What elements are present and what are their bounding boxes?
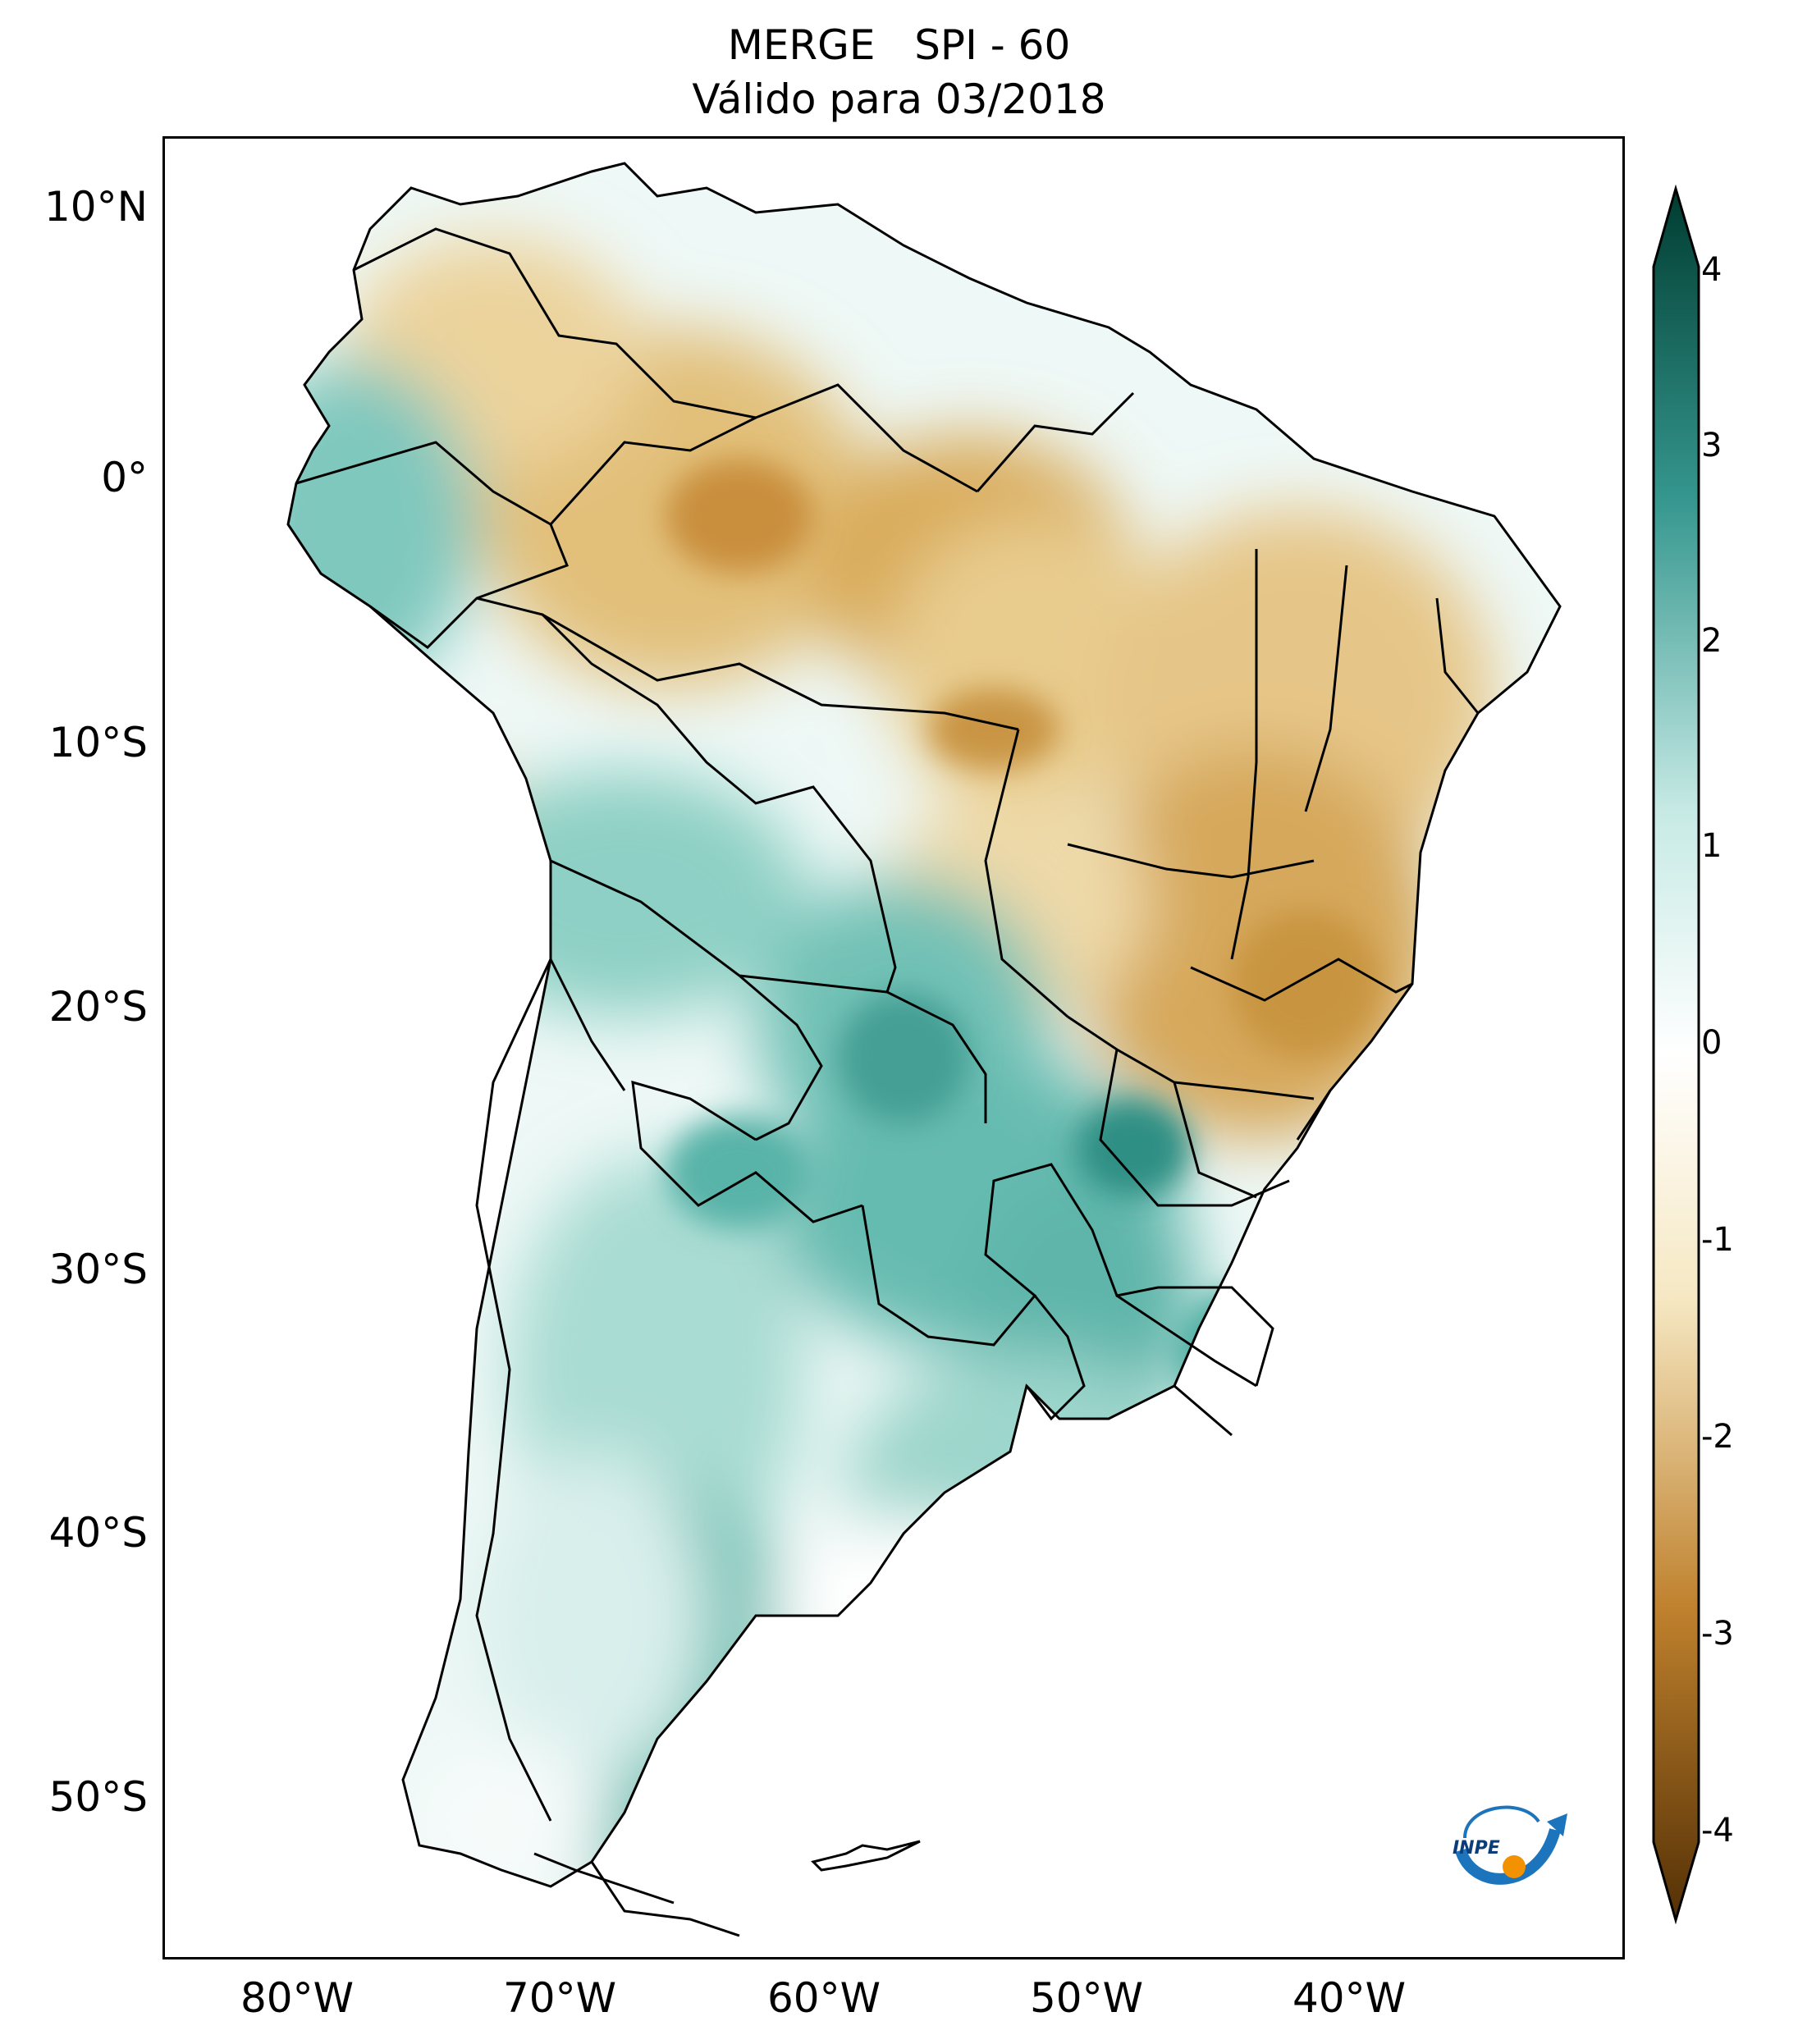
inpe-logo-icon <box>1455 1805 1567 1885</box>
map-panel <box>162 136 1625 1959</box>
title-line-2: Válido para 03/2018 <box>692 75 1106 123</box>
lon-tick-label: 50°W <box>1029 1974 1144 2022</box>
lat-tick-label: 0° <box>101 454 148 501</box>
lat-tick-label: 40°S <box>48 1509 148 1557</box>
lon-tick-label: 40°W <box>1292 1974 1407 2022</box>
map-title: MERGE SPI - 60 Válido para 03/2018 <box>0 18 1798 126</box>
colorbar <box>1652 185 1700 1924</box>
lat-tick-label: 10°S <box>48 719 148 766</box>
lon-tick-label: 80°W <box>240 1974 355 2022</box>
colorbar-tick-label: 0 <box>1701 1024 1723 1062</box>
lat-tick-label: 50°S <box>48 1773 148 1821</box>
colorbar-tick-label: 4 <box>1701 251 1723 289</box>
colorbar-tick-label: -2 <box>1701 1418 1734 1456</box>
south-america-map <box>286 162 1562 1937</box>
title-line-1: MERGE SPI - 60 <box>727 21 1071 69</box>
lon-tick-label: 70°W <box>502 1974 617 2022</box>
borders <box>286 162 1562 1937</box>
colorbar-gradient <box>1652 185 1700 1924</box>
lat-tick-label: 30°S <box>48 1246 148 1293</box>
lat-tick-label: 20°S <box>48 983 148 1031</box>
spi-field <box>288 163 1560 1886</box>
logo-text: INPE <box>1453 1838 1500 1859</box>
colorbar-tick-label: 2 <box>1701 622 1723 660</box>
colorbar-tick-label: -3 <box>1701 1615 1734 1653</box>
colorbar-tick-label: 1 <box>1701 827 1723 865</box>
colorbar-tick-label: 3 <box>1701 427 1723 464</box>
colorbar-tick-label: -4 <box>1701 1812 1734 1850</box>
lat-tick-label: 10°N <box>43 183 148 231</box>
lon-tick-label: 60°W <box>766 1974 881 2022</box>
colorbar-tick-label: -1 <box>1701 1221 1734 1259</box>
